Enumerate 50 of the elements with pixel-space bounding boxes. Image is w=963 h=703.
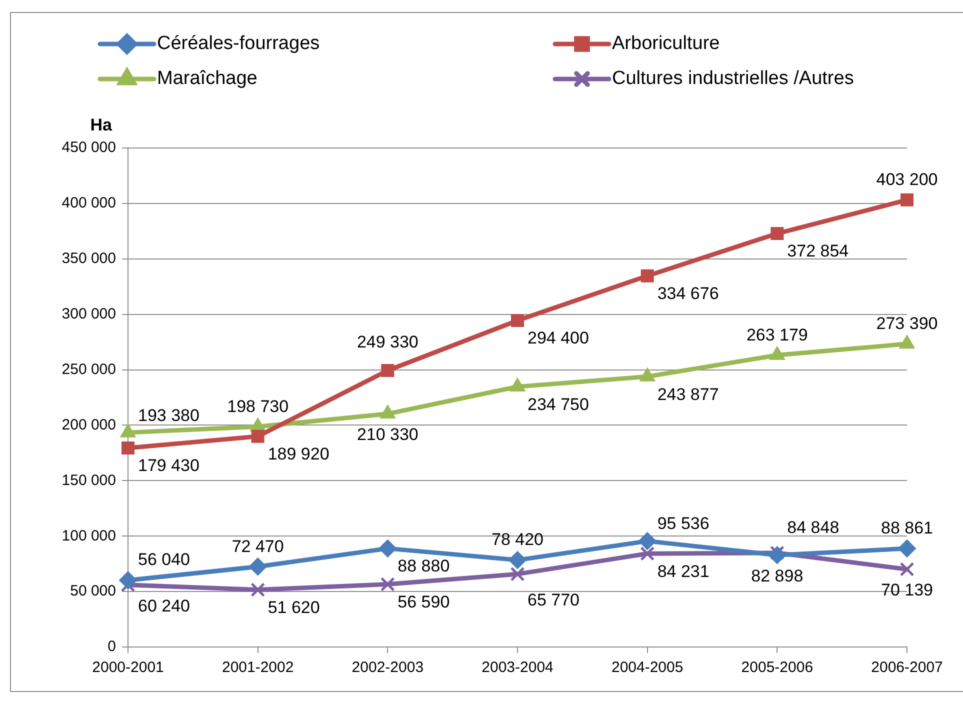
data-label: 273 390 xyxy=(876,314,938,334)
data-label: 84 848 xyxy=(787,518,840,538)
data-label: 294 400 xyxy=(528,328,589,348)
legend-label: Cultures industrielles /Autres xyxy=(612,68,854,90)
data-label: 56 590 xyxy=(398,592,450,612)
data-label: 95 536 xyxy=(657,514,710,534)
legend-label: Céréales-fourrages xyxy=(157,33,320,54)
x-tick-label: 2004-2005 xyxy=(611,659,684,676)
y-tick-label: 350 000 xyxy=(62,250,116,268)
data-label: 78 420 xyxy=(492,530,544,550)
data-label: 65 770 xyxy=(528,590,580,610)
data-label: 88 861 xyxy=(881,518,933,538)
data-label: 403 200 xyxy=(876,170,938,190)
x-tick-label: 2001-2002 xyxy=(222,659,294,676)
legend-label: Arboriculture xyxy=(612,33,720,54)
data-label: 249 330 xyxy=(356,332,418,352)
x-tick-label: 2006-2007 xyxy=(871,659,943,676)
data-label: 193 380 xyxy=(138,406,200,425)
data-label: 84 231 xyxy=(657,562,710,581)
data-label: 198 730 xyxy=(227,396,289,416)
x-tick-label: 2002-2003 xyxy=(352,659,424,676)
legend-label: Maraîchage xyxy=(157,68,258,90)
data-label: 334 676 xyxy=(657,284,719,304)
data-label: 70 139 xyxy=(881,580,933,600)
y-tick-label: 300 000 xyxy=(62,305,116,322)
y-tick-label: 250 000 xyxy=(62,360,116,378)
data-label: 189 920 xyxy=(268,444,330,464)
data-label: 72 470 xyxy=(232,536,284,556)
y-tick-label: 150 000 xyxy=(62,472,116,489)
data-label: 210 330 xyxy=(356,424,418,444)
y-tick-label: 450 000 xyxy=(62,139,116,156)
y-tick-label: 100 000 xyxy=(62,527,116,544)
data-label: 372 854 xyxy=(787,242,849,261)
y-tick-label: 50 000 xyxy=(70,582,116,600)
x-tick-label: 2005-2006 xyxy=(741,659,814,676)
data-label: 56 040 xyxy=(138,550,190,570)
data-label: 82 898 xyxy=(751,566,804,586)
data-label: 179 430 xyxy=(138,456,200,476)
y-tick-label: 0 xyxy=(108,638,116,656)
data-label: 51 620 xyxy=(268,598,320,617)
data-label: 234 750 xyxy=(528,394,589,414)
data-label: 60 240 xyxy=(138,596,190,616)
data-label: 243 877 xyxy=(657,384,719,404)
y-tick-label: 400 000 xyxy=(62,194,116,212)
data-label: 88 880 xyxy=(398,556,450,576)
data-label: 263 179 xyxy=(746,325,808,344)
y-axis-title: Ha xyxy=(90,116,113,135)
x-tick-label: 2000-2001 xyxy=(92,659,164,676)
y-tick-label: 200 000 xyxy=(62,416,116,434)
x-tick-label: 2003-2004 xyxy=(482,659,554,676)
